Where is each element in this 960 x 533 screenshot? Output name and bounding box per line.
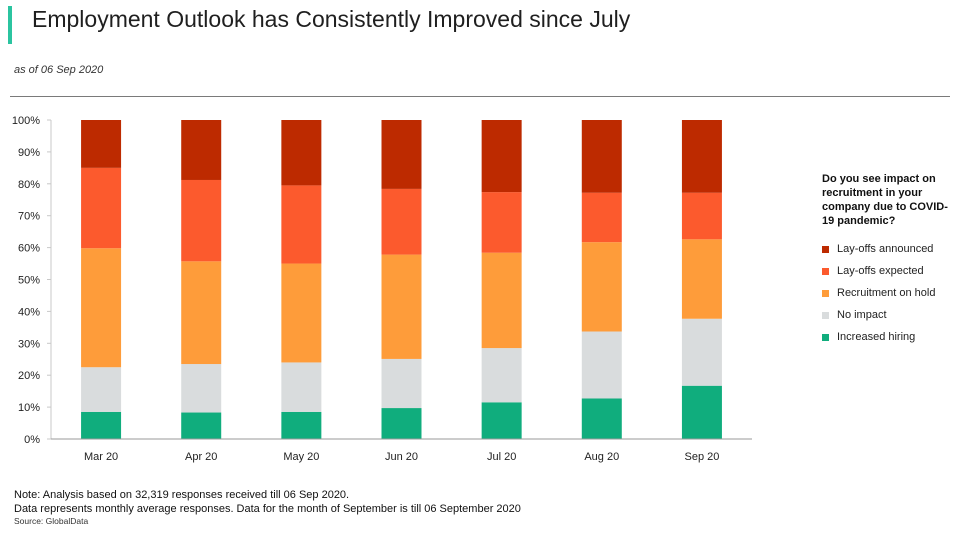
- legend-item-layoffs-expected: Lay-offs expected: [822, 260, 957, 282]
- y-tick-label: 100%: [12, 115, 40, 127]
- y-tick-label: 0%: [24, 434, 40, 446]
- legend-label: No impact: [837, 309, 887, 321]
- bar-segment-lay-offs-announced: [281, 120, 322, 186]
- bar-segment-increased-hiring: [81, 411, 122, 439]
- title-accent-bar: [8, 6, 12, 44]
- bar-segment-increased-hiring: [581, 398, 622, 439]
- bar-segment-recruitment-on-hold: [681, 239, 722, 319]
- x-tick-label: Mar 20: [84, 451, 118, 463]
- bar-segment-lay-offs-announced: [581, 120, 622, 193]
- legend-title: Do you see impact on recruitment in your…: [822, 173, 948, 227]
- bar-segment-lay-offs-expected: [581, 192, 622, 243]
- y-tick-label: 90%: [18, 147, 40, 159]
- legend-item-recruitment-on-hold: Recruitment on hold: [822, 282, 957, 304]
- footnotes: Note: Analysis based on 32,319 responses…: [14, 488, 521, 527]
- x-tick-label: Aug 20: [584, 451, 619, 463]
- bar-segment-increased-hiring: [681, 385, 722, 439]
- legend: Do you see impact on recruitment in your…: [822, 172, 957, 348]
- bar-segment-no-impact: [681, 318, 722, 386]
- bar-segment-no-impact: [281, 362, 322, 412]
- stacked-bar-chart: 0% 10% 20% 30% 40% 50% 60% 70% 80% 90% 100% Mar 20 A…: [12, 115, 752, 463]
- bar-segment-lay-offs-expected: [181, 179, 222, 262]
- legend-swatch: [822, 333, 829, 341]
- y-tick-label: 10%: [18, 402, 40, 414]
- x-tick-label: Apr 20: [185, 451, 217, 463]
- bar-segment-lay-offs-announced: [681, 120, 722, 193]
- y-tick-label: 70%: [18, 211, 40, 223]
- bar-segment-increased-hiring: [281, 411, 322, 439]
- y-tick-label: 60%: [18, 243, 40, 255]
- bar-segment-lay-offs-announced: [481, 120, 522, 193]
- legend-item-no-impact: No impact: [822, 304, 957, 326]
- bar-segment-lay-offs-expected: [281, 185, 322, 264]
- note-line-1: Note: Analysis based on 32,319 responses…: [14, 489, 350, 501]
- bar-segment-recruitment-on-hold: [81, 248, 122, 368]
- bar-segment-lay-offs-announced: [81, 120, 122, 168]
- bar-segment-no-impact: [581, 331, 622, 399]
- legend-item-increased-hiring: Increased hiring: [822, 326, 957, 348]
- legend-label: Lay-offs announced: [837, 243, 934, 255]
- x-tick-label: May 20: [283, 451, 319, 463]
- bar-segment-recruitment-on-hold: [281, 263, 322, 363]
- bar-segment-lay-offs-announced: [381, 120, 422, 189]
- header-divider: [10, 96, 950, 97]
- y-tick-label: 80%: [18, 179, 40, 191]
- bar-segment-increased-hiring: [181, 412, 222, 439]
- legend-swatch: [822, 267, 829, 275]
- legend-swatch: [822, 311, 829, 319]
- bar-segment-no-impact: [181, 364, 222, 413]
- legend-label: Increased hiring: [837, 331, 916, 343]
- bar-segment-recruitment-on-hold: [581, 242, 622, 332]
- bar-segment-increased-hiring: [381, 408, 422, 439]
- y-tick-label: 50%: [18, 275, 40, 287]
- bar-segment-lay-offs-expected: [381, 188, 422, 255]
- y-tick-label: 20%: [18, 370, 40, 382]
- x-tick-label: Jul 20: [487, 451, 516, 463]
- legend-label: Lay-offs expected: [837, 265, 924, 277]
- chart-title: Employment Outlook has Consistently Impr…: [32, 6, 631, 32]
- legend-swatch: [822, 289, 829, 297]
- bar-segment-recruitment-on-hold: [481, 252, 522, 349]
- bar-segment-increased-hiring: [481, 402, 522, 439]
- legend-label: Recruitment on hold: [837, 287, 936, 299]
- legend-item-layoffs-announced: Lay-offs announced: [822, 238, 957, 260]
- chart-subtitle: as of 06 Sep 2020: [14, 64, 104, 76]
- y-tick-label: 30%: [18, 338, 40, 350]
- bar-segment-no-impact: [481, 348, 522, 403]
- x-tick-label: Jun 20: [385, 451, 418, 463]
- bar-segment-no-impact: [81, 367, 122, 412]
- source-line: Source: GlobalData: [14, 516, 89, 526]
- bar-segment-recruitment-on-hold: [181, 261, 222, 365]
- y-tick-label: 40%: [18, 306, 40, 318]
- x-tick-label: Sep 20: [684, 451, 719, 463]
- legend-swatch: [822, 245, 829, 253]
- note-line-2: Data represents monthly average response…: [14, 503, 521, 515]
- bar-segment-lay-offs-expected: [481, 192, 522, 253]
- bar-segment-recruitment-on-hold: [381, 254, 422, 359]
- bar-segment-no-impact: [381, 358, 422, 409]
- bar-segment-lay-offs-expected: [81, 167, 122, 249]
- bar-segment-lay-offs-announced: [181, 120, 222, 180]
- bar-segment-lay-offs-expected: [681, 192, 722, 240]
